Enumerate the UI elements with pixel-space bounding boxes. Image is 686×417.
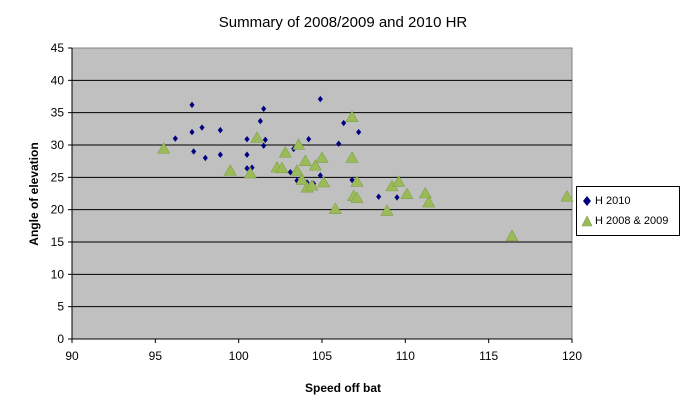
legend-item-h2010: H 2010 xyxy=(581,193,630,209)
data-point-h2010 xyxy=(261,105,267,112)
data-point-h2010 xyxy=(336,140,342,147)
data-point-h2008-2009 xyxy=(345,110,359,122)
diamond-marker-icon xyxy=(583,196,591,207)
data-point-h2008-2009 xyxy=(250,131,264,143)
data-point-h2010 xyxy=(244,135,250,143)
data-point-h2010 xyxy=(317,172,323,179)
data-point-h2008-2009 xyxy=(317,175,331,188)
y-tick-label: 40 xyxy=(51,73,65,87)
triangle-marker-icon xyxy=(581,215,593,227)
data-point-h2008-2009 xyxy=(223,164,237,176)
data-point-h2008-2009 xyxy=(278,146,292,158)
legend-item-h2008-2009: H 2008 & 2009 xyxy=(581,213,668,229)
x-tick-label: 105 xyxy=(312,349,332,363)
data-point-h2010 xyxy=(217,126,223,134)
y-tick-label: 10 xyxy=(51,267,65,281)
x-tick-label: 120 xyxy=(562,349,582,363)
grid-lines xyxy=(72,79,572,308)
y-tick-label: 15 xyxy=(51,235,65,249)
y-tick-label: 30 xyxy=(51,138,65,152)
x-tick-label: 100 xyxy=(229,349,249,363)
data-point-h2008-2009 xyxy=(295,173,309,185)
data-point-h2010 xyxy=(376,193,382,200)
x-tick-label: 90 xyxy=(65,349,79,363)
data-point-h2010 xyxy=(191,148,197,155)
data-point-h2008-2009 xyxy=(350,175,364,187)
data-point-h2010 xyxy=(244,151,250,158)
y-tick-label: 45 xyxy=(51,41,65,55)
data-point-h2010 xyxy=(199,124,205,131)
data-point-h2008-2009 xyxy=(308,159,322,171)
data-point-h2010 xyxy=(287,168,293,176)
data-point-h2008-2009 xyxy=(400,187,414,199)
data-point-h2010 xyxy=(244,165,250,172)
y-axis-label: Angle of elevation xyxy=(27,142,41,246)
x-axis-label: Speed off bat xyxy=(304,381,381,395)
data-point-h2008-2009 xyxy=(505,229,519,241)
data-point-h2008-2009 xyxy=(422,195,436,208)
data-point-h2008-2009 xyxy=(298,154,312,166)
y-tick-label: 0 xyxy=(57,332,64,346)
data-point-h2008-2009 xyxy=(290,164,304,176)
data-point-h2008-2009 xyxy=(275,161,289,174)
y-tick-label: 5 xyxy=(57,300,64,314)
data-point-h2008-2009 xyxy=(315,151,329,163)
x-tick-label: 95 xyxy=(149,349,163,363)
axes: 0 5 10 15 20 25 30 35 40 45 90 95 100 105 110 115 120 xyxy=(51,41,583,363)
data-point-h2010 xyxy=(262,136,268,144)
data-point-h2008-2009 xyxy=(328,202,342,214)
data-point-h2008-2009 xyxy=(392,175,406,187)
data-point-h2010 xyxy=(356,128,362,136)
legend: H 2010 H 2008 & 2009 xyxy=(576,186,680,236)
data-point-h2010 xyxy=(249,164,255,171)
data-point-h2008-2009 xyxy=(305,179,319,191)
data-point-h2008-2009 xyxy=(345,151,359,163)
data-point-h2010 xyxy=(217,151,223,158)
data-point-h2010 xyxy=(317,95,323,103)
data-point-h2010 xyxy=(394,194,400,201)
data-point-h2008-2009 xyxy=(292,138,306,150)
data-point-h2010 xyxy=(189,101,195,109)
data-point-h2010 xyxy=(257,117,263,125)
data-point-h2008-2009 xyxy=(560,190,574,202)
data-point-h2010 xyxy=(189,128,195,136)
legend-label: H 2008 & 2009 xyxy=(595,215,669,228)
data-point-h2008-2009 xyxy=(350,191,364,203)
data-point-h2008-2009 xyxy=(157,142,171,154)
legend-label: H 2010 xyxy=(595,195,631,208)
y-tick-label: 35 xyxy=(51,106,65,120)
y-tick-label: 25 xyxy=(51,170,65,184)
data-point-h2008-2009 xyxy=(243,166,257,179)
data-point-h2010 xyxy=(172,135,178,142)
y-tick-label: 20 xyxy=(51,203,65,217)
data-point-h2010 xyxy=(306,135,312,143)
data-point-h2010 xyxy=(349,176,355,184)
data-point-h2010 xyxy=(341,119,347,127)
plot-background xyxy=(71,47,573,340)
data-point-h2010 xyxy=(261,142,267,149)
data-points xyxy=(157,95,574,241)
data-point-h2008-2009 xyxy=(380,204,394,216)
x-tick-label: 115 xyxy=(479,349,498,363)
data-point-h2008-2009 xyxy=(418,186,432,199)
x-tick-label: 110 xyxy=(396,349,415,363)
data-point-h2010 xyxy=(202,154,208,162)
chart-title: Summary of 2008/2009 and 2010 HR xyxy=(218,14,468,31)
